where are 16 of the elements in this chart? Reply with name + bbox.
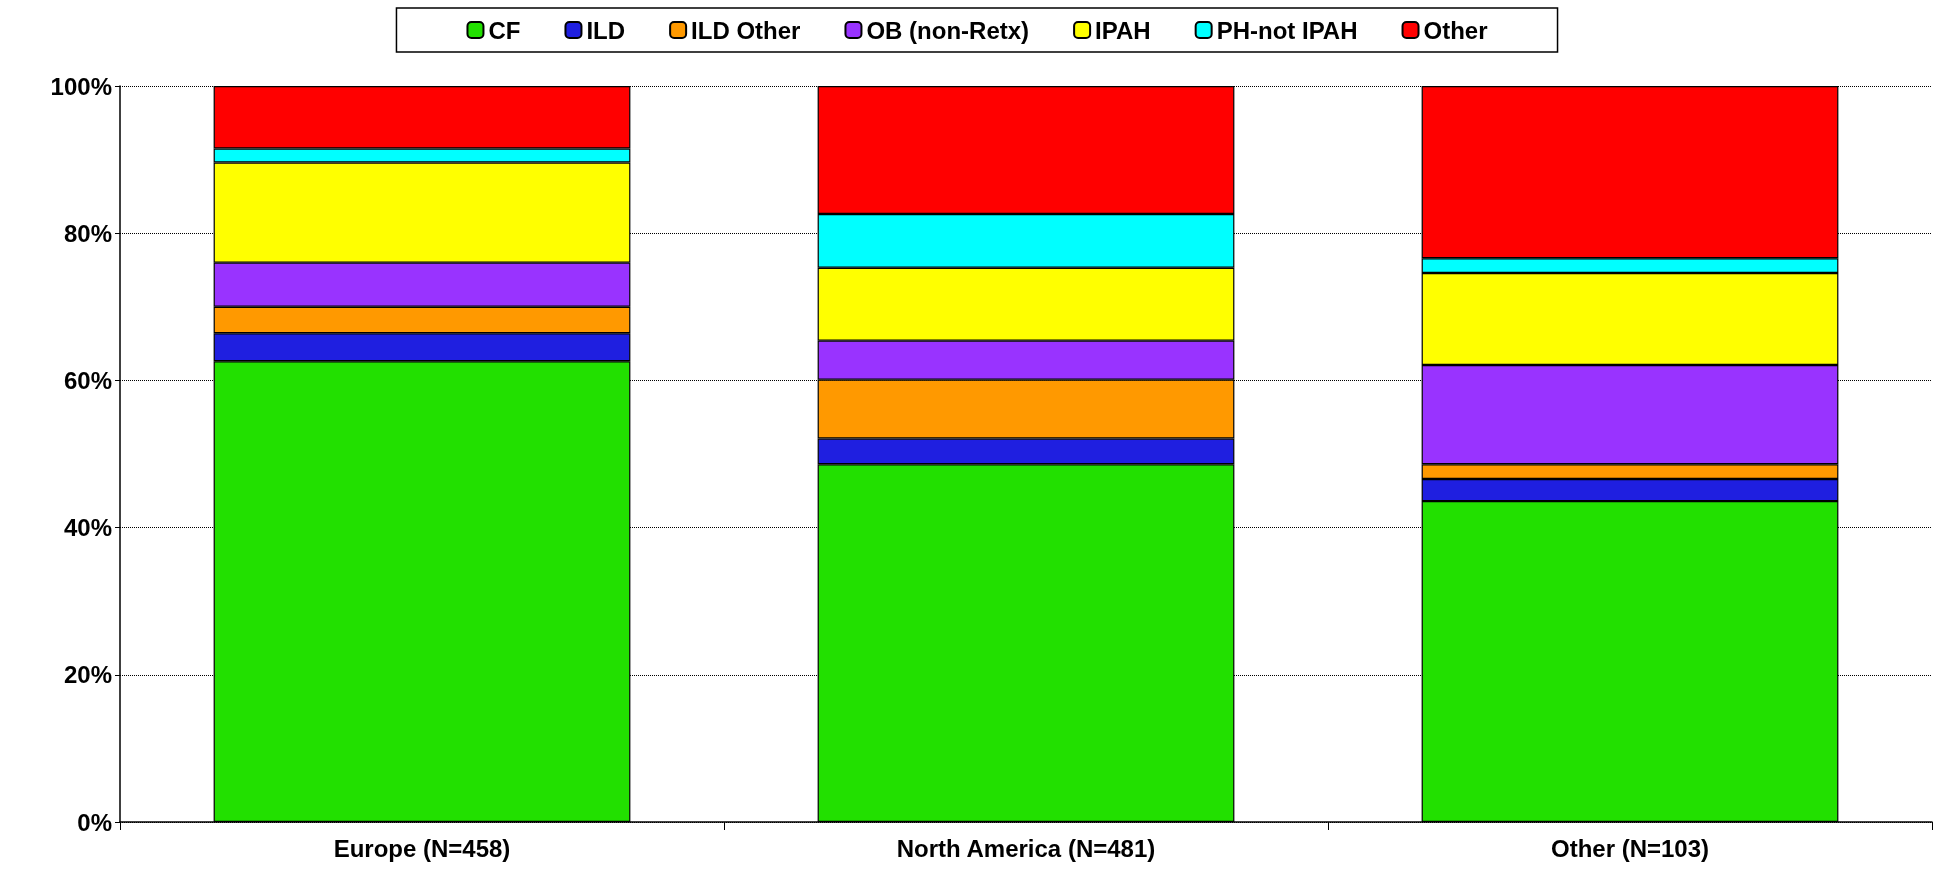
legend-label: ILD <box>586 16 626 44</box>
legend-label: CF <box>488 16 521 44</box>
y-tick-label: 40% <box>63 514 112 542</box>
legend-label: ILD Other <box>691 16 801 44</box>
legend-label: Other <box>1423 16 1488 44</box>
legend-label: PH-not IPAH <box>1216 16 1358 44</box>
x-tick-label: Europe (N=458) <box>333 834 511 862</box>
legend-label: IPAH <box>1095 16 1151 44</box>
y-tick-label: 80% <box>63 219 112 247</box>
x-tick-label: Other (N=103) <box>1550 834 1710 862</box>
y-tick-label: 0% <box>77 808 112 836</box>
legend-label: OB (non-Retx) <box>866 16 1030 44</box>
y-tick-label: 20% <box>63 661 112 689</box>
y-tick-label: 100% <box>50 72 112 100</box>
x-tick-label: North America (N=481) <box>896 834 1156 862</box>
y-tick-label: 60% <box>63 366 112 394</box>
